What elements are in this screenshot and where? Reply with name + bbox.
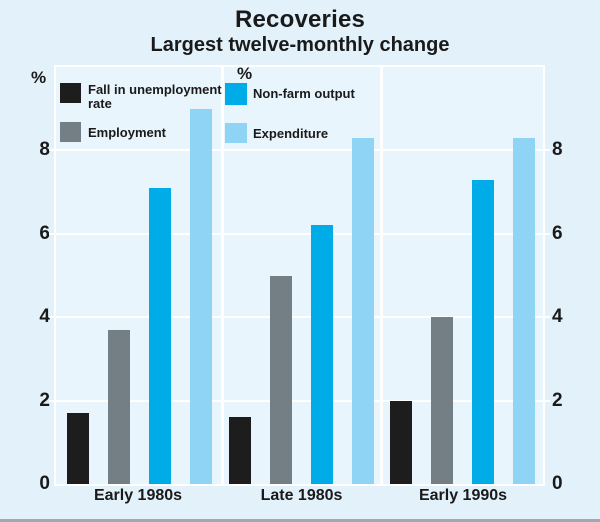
bar-non-farm-output (471, 179, 494, 484)
bar-non-farm-output (148, 187, 171, 484)
panel-divider-1 (221, 67, 224, 484)
x-label-early-1990s: Early 1990s (418, 487, 508, 504)
legend-label-fall-in-unemployment-rate: Fall in unemployment rate (88, 82, 222, 111)
bar-non-farm-output (311, 225, 333, 484)
tick-mark-right-4 (545, 316, 550, 319)
y-tick-right-0: 0 (552, 473, 563, 494)
bar-group-late-1980s (222, 67, 381, 484)
tick-mark-right-8 (545, 149, 550, 152)
bar-expenditure (352, 137, 374, 484)
y-tick-right-4: 4 (552, 306, 563, 328)
y-tick-left-4: 4 (39, 306, 50, 328)
bar-group-early-1990s (381, 67, 543, 484)
bar-employment (430, 317, 453, 484)
plot-area (54, 65, 545, 486)
gridline-6 (56, 232, 543, 235)
y-tick-left-6: 6 (39, 222, 50, 244)
legend-swatch-employment (60, 122, 81, 142)
x-label-late-1980s: Late 1980s (260, 487, 343, 504)
y-tick-right-8: 8 (552, 139, 563, 161)
tick-mark-right-6 (545, 232, 550, 235)
bar-fall-in-unemployment-rate (66, 413, 89, 484)
bar-expenditure (189, 108, 212, 484)
legend-swatch-fall-in-unemployment-rate (60, 83, 81, 103)
y-tick-left-0: 0 (39, 473, 50, 494)
bar-fall-in-unemployment-rate (229, 417, 251, 484)
legend-swatch-non-farm-output (225, 83, 247, 105)
y-tick-left-2: 2 (39, 389, 50, 411)
chart-title: Recoveries (234, 6, 366, 33)
tick-mark-right-2 (545, 399, 550, 402)
y-axis-unit-inner: % (237, 64, 253, 83)
y-tick-right-6: 6 (552, 222, 563, 244)
legend-label-expenditure: Expenditure (253, 126, 329, 141)
gridline-8 (56, 149, 543, 152)
y-tick-left-8: 8 (39, 139, 50, 161)
tick-mark-left-6 (49, 232, 54, 235)
bottom-edge-line (0, 519, 600, 522)
panel-divider-2 (380, 67, 383, 484)
legend-label-non-farm-output: Non-farm output (253, 86, 355, 101)
bar-employment (107, 329, 130, 484)
bar-expenditure (512, 137, 535, 484)
tick-mark-left-2 (49, 399, 54, 402)
y-tick-right-2: 2 (552, 389, 563, 411)
x-label-early-1980s: Early 1980s (93, 487, 183, 504)
y-axis-unit-left: % (31, 68, 47, 87)
gridline-4 (56, 316, 543, 319)
legend-label-employment: Employment (88, 125, 167, 140)
bar-group-early-1980s (56, 67, 222, 484)
gridline-2 (56, 399, 543, 402)
legend-swatch-expenditure (225, 123, 247, 143)
chart-subtitle: Largest twelve-monthly change (150, 34, 450, 56)
tick-mark-left-8 (49, 149, 54, 152)
tick-mark-left-4 (49, 316, 54, 319)
bar-employment (270, 275, 292, 484)
bar-fall-in-unemployment-rate (389, 400, 412, 484)
